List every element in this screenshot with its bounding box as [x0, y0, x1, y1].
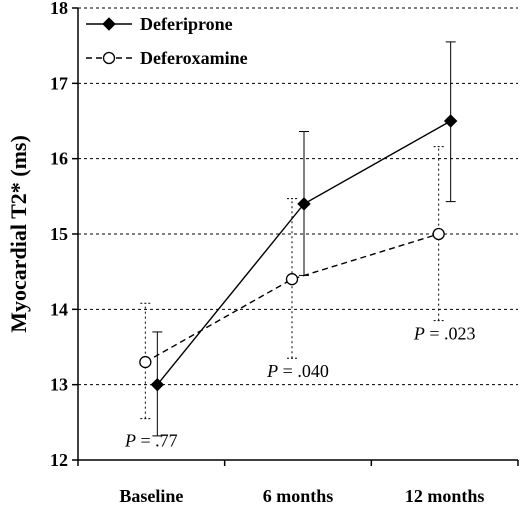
x-tick-label: Baseline	[119, 486, 183, 506]
p-value: = .040	[278, 361, 329, 381]
x-tick-label: 12 months	[405, 486, 485, 506]
series-layer	[139, 41, 458, 437]
p-value-annotation: P = .040	[266, 361, 329, 381]
data-point	[443, 114, 458, 128]
y-tick-label: 18	[50, 0, 68, 18]
legend: Deferiprone Deferoxamine	[86, 14, 248, 68]
legend-label: Deferiprone	[140, 14, 233, 34]
y-tick-label: 17	[50, 73, 68, 93]
p-value: = .023	[425, 323, 476, 343]
p-value-annotation: P = .023	[413, 323, 476, 343]
y-axis-title: Myocardial T2* (ms)	[6, 135, 31, 333]
x-axis: Baseline 6 months 12 months	[77, 459, 519, 506]
p-symbol: P	[124, 430, 136, 450]
data-point	[285, 273, 299, 286]
y-tick-label: 13	[50, 375, 68, 395]
data-point	[150, 377, 165, 392]
y-tick-label: 14	[50, 299, 68, 319]
legend-marker	[102, 51, 116, 65]
series-deferiprone	[150, 41, 458, 437]
y-axis: 12 13 14 15 16 17 18	[50, 0, 79, 470]
p-symbol: P	[266, 361, 278, 381]
p-value-annotation: P = .77	[124, 430, 178, 450]
p-symbol: P	[413, 323, 425, 343]
y-tick-label: 16	[50, 149, 68, 169]
y-tick-label: 12	[50, 450, 68, 470]
legend-label: Deferoxamine	[140, 48, 248, 68]
y-tick-label: 15	[50, 224, 68, 244]
x-tick-label: 6 months	[263, 486, 334, 506]
legend-marker	[102, 17, 116, 31]
data-point	[297, 197, 311, 211]
series-line	[144, 233, 439, 363]
series-deferoxamine	[139, 146, 445, 420]
data-point	[139, 355, 152, 369]
data-point	[432, 227, 445, 241]
p-value: = .77	[136, 430, 178, 450]
